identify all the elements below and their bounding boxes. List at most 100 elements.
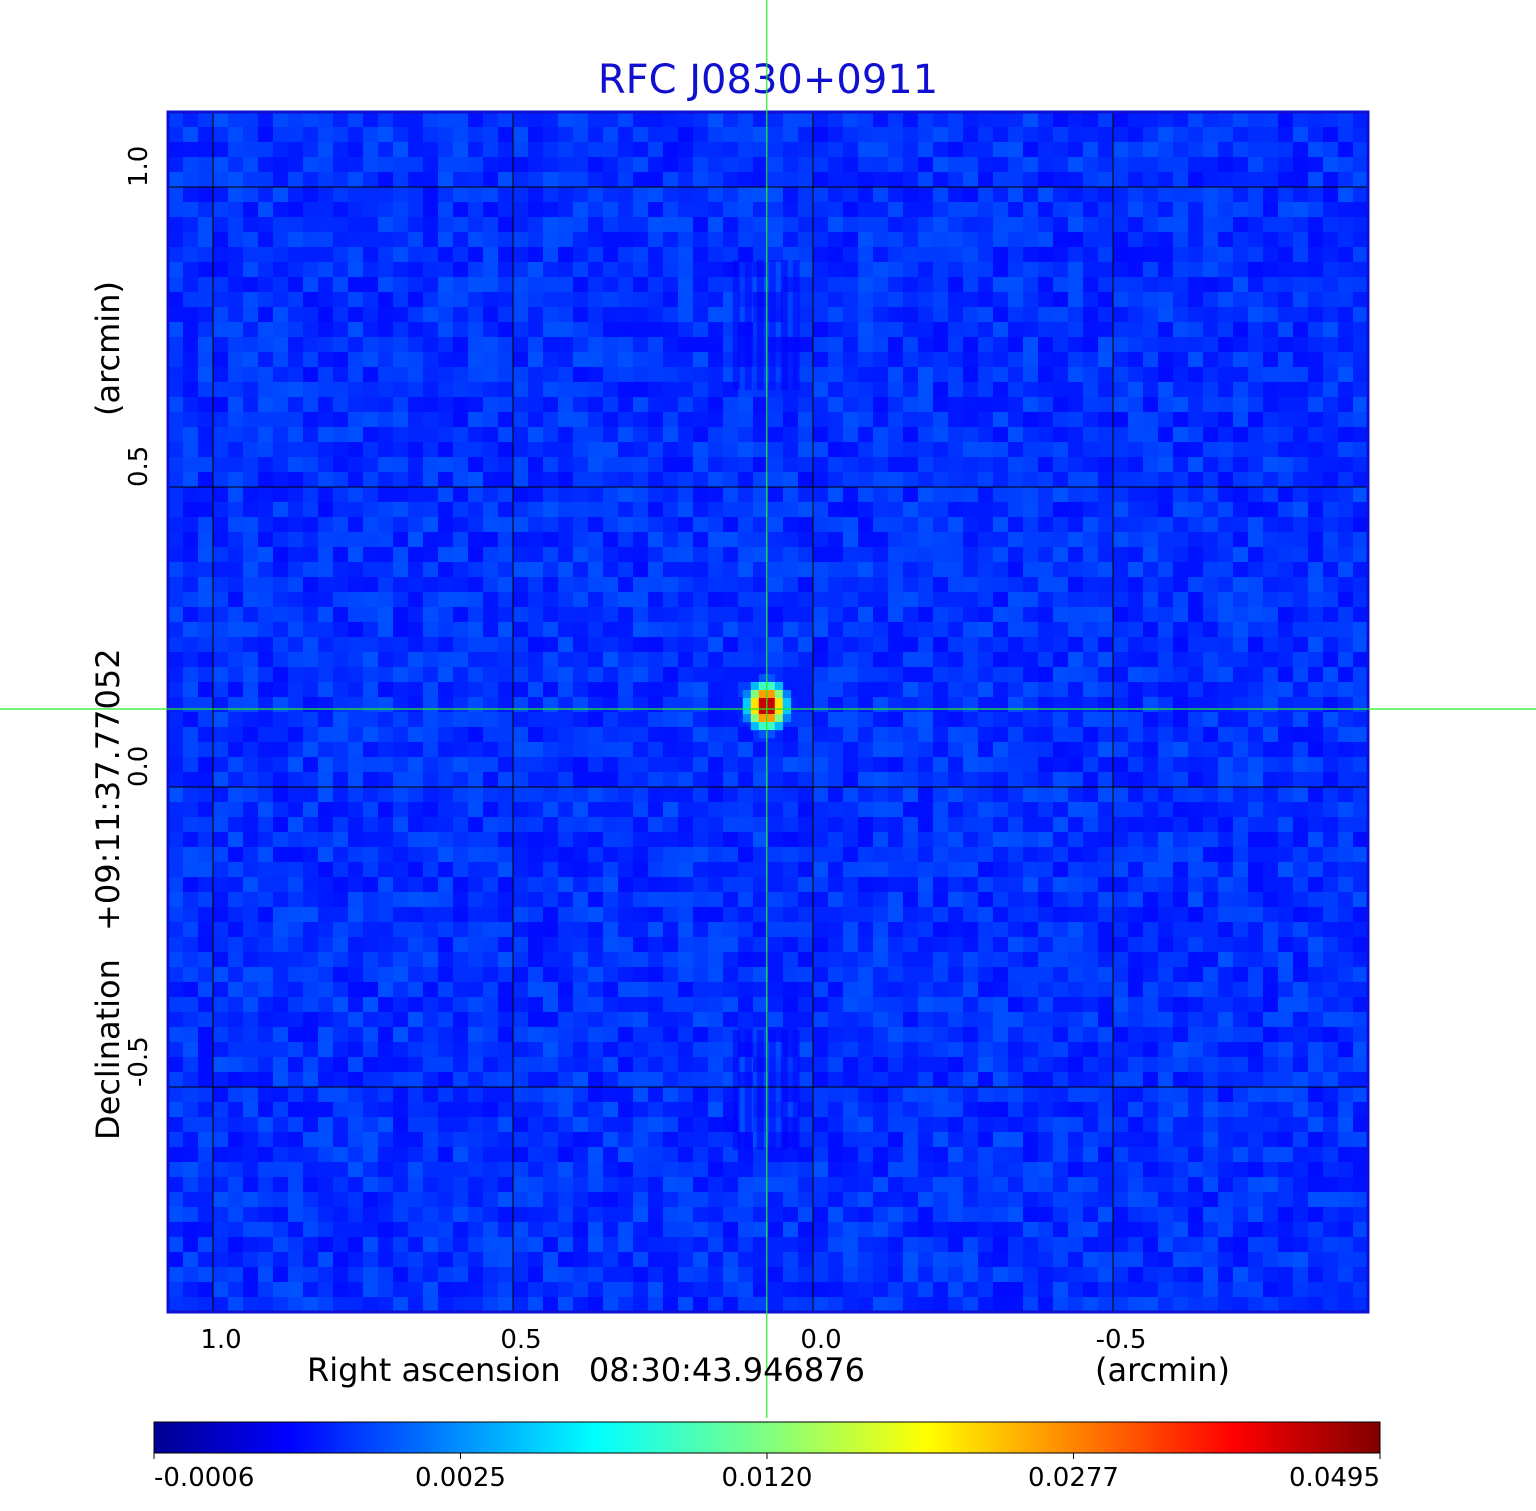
noise-cell (1158, 997, 1174, 1013)
noise-cell (588, 727, 604, 743)
noise-cell (1188, 202, 1204, 218)
noise-cell (318, 127, 334, 143)
noise-cell (1338, 382, 1354, 398)
noise-cell (1128, 847, 1144, 863)
noise-cell (168, 637, 184, 653)
noise-cell (483, 682, 499, 698)
noise-cell (828, 487, 844, 503)
noise-cell (1323, 592, 1339, 608)
noise-cell (273, 322, 289, 338)
noise-cell (588, 922, 604, 938)
noise-cell (858, 832, 874, 848)
noise-cell (1263, 757, 1279, 773)
noise-cell (1143, 907, 1159, 923)
noise-cell (453, 487, 469, 503)
noise-cell (858, 622, 874, 638)
noise-cell (1098, 577, 1114, 593)
noise-cell (1008, 772, 1024, 788)
noise-cell (1008, 847, 1024, 863)
noise-cell (768, 967, 784, 983)
noise-cell (513, 112, 529, 128)
noise-cell (513, 337, 529, 353)
noise-cell (993, 652, 1009, 668)
noise-cell (603, 562, 619, 578)
noise-cell (888, 112, 904, 128)
noise-cell (453, 937, 469, 953)
noise-cell (633, 517, 649, 533)
noise-cell (273, 697, 289, 713)
noise-cell (1218, 202, 1234, 218)
noise-cell (228, 1042, 244, 1058)
noise-cell (1203, 427, 1219, 443)
noise-cell (1053, 637, 1069, 653)
noise-cell (1188, 802, 1204, 818)
noise-cell (708, 637, 724, 653)
noise-cell (663, 637, 679, 653)
noise-cell (453, 637, 469, 653)
noise-cell (1353, 697, 1368, 713)
noise-cell (1053, 397, 1069, 413)
noise-cell (798, 112, 814, 128)
noise-cell (348, 247, 364, 263)
noise-cell (798, 547, 814, 563)
noise-cell (693, 247, 709, 263)
noise-cell (1053, 352, 1069, 368)
noise-cell (933, 877, 949, 893)
noise-cell (828, 397, 844, 413)
noise-cell (1338, 577, 1354, 593)
noise-cell (288, 262, 304, 278)
noise-cell (1023, 367, 1039, 383)
noise-cell (693, 712, 709, 728)
noise-cell (1338, 847, 1354, 863)
noise-cell (903, 787, 919, 803)
noise-cell (513, 187, 529, 203)
noise-cell (363, 352, 379, 368)
noise-cell (948, 622, 964, 638)
noise-cell (273, 757, 289, 773)
noise-cell (588, 982, 604, 998)
noise-cell (288, 592, 304, 608)
noise-cell (918, 697, 934, 713)
noise-cell (1143, 142, 1159, 158)
noise-cell (483, 457, 499, 473)
noise-cell (483, 712, 499, 728)
noise-cell (1338, 292, 1354, 308)
noise-cell (918, 427, 934, 443)
noise-cell (228, 622, 244, 638)
noise-cell (723, 562, 739, 578)
noise-cell (1338, 127, 1354, 143)
noise-cell (1218, 292, 1234, 308)
noise-cell (1323, 427, 1339, 443)
noise-cell (693, 967, 709, 983)
noise-cell (1173, 397, 1189, 413)
noise-cell (543, 877, 559, 893)
noise-cell (1128, 277, 1144, 293)
noise-cell (453, 742, 469, 758)
noise-cell (423, 652, 439, 668)
noise-cell (273, 877, 289, 893)
noise-cell (1128, 967, 1144, 983)
noise-cell (198, 442, 214, 458)
noise-cell (363, 937, 379, 953)
noise-cell (1308, 127, 1324, 143)
noise-cell (783, 112, 799, 128)
noise-cell (933, 967, 949, 983)
noise-cell (1338, 562, 1354, 578)
noise-cell (843, 592, 859, 608)
noise-cell (1008, 952, 1024, 968)
noise-cell (528, 982, 544, 998)
noise-cell (978, 997, 994, 1013)
noise-cell (693, 292, 709, 308)
noise-cell (483, 472, 499, 488)
noise-cell (483, 862, 499, 878)
noise-cell (588, 502, 604, 518)
noise-cell (888, 157, 904, 173)
noise-cell (588, 892, 604, 908)
noise-cell (723, 577, 739, 593)
noise-cell (783, 607, 799, 623)
noise-cell (1188, 1027, 1204, 1043)
noise-cell (213, 637, 229, 653)
noise-cell (768, 157, 784, 173)
noise-cell (363, 682, 379, 698)
noise-cell (963, 697, 979, 713)
